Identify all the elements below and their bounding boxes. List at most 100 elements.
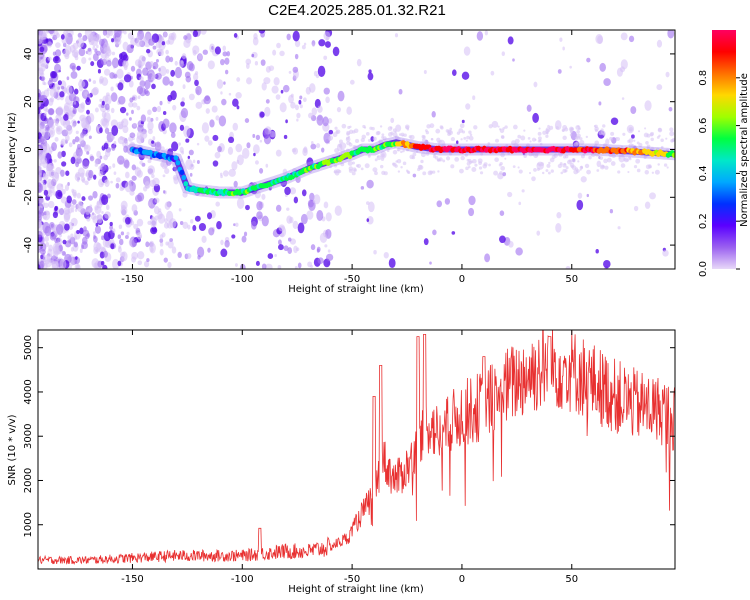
heatmap-noise-cell xyxy=(45,241,50,247)
heatmap-noise-cell xyxy=(183,35,188,40)
snr-y-axis-label: SNR (10 * v/v) xyxy=(7,414,18,485)
heatmap-noise-cell xyxy=(426,124,431,129)
heatmap-noise-cell xyxy=(406,128,410,131)
heatmap-noise-cell xyxy=(504,157,507,160)
heatmap-noise-cell xyxy=(468,130,472,134)
heatmap-noise-cell xyxy=(118,95,126,105)
heatmap-noise-cell xyxy=(421,134,425,139)
heatmap-noise-cell xyxy=(603,78,611,86)
heatmap-noise-cell xyxy=(431,110,436,118)
heatmap-ridge-layer xyxy=(126,136,675,199)
heatmap-noise-cell xyxy=(346,132,350,136)
heatmap-noise-cell xyxy=(94,107,99,113)
heatmap-noise-cell xyxy=(311,107,318,116)
figure-title: C2E4.2025.285.01.32.R21 xyxy=(268,2,446,19)
heatmap-noise-cell xyxy=(117,82,124,91)
heatmap-noise-cell xyxy=(610,131,615,136)
heatmap-noise-cell xyxy=(598,101,602,106)
heatmap-noise-cell xyxy=(106,60,112,67)
heatmap-noise-cell xyxy=(386,149,390,153)
heatmap-noise-cell xyxy=(282,168,288,176)
heatmap-noise-cell xyxy=(170,132,176,138)
heatmap-noise-cell xyxy=(81,130,87,136)
heatmap-noise-cell xyxy=(227,136,235,144)
heatmap-noise-cell xyxy=(636,168,641,173)
heatmap-noise-cell xyxy=(317,257,324,264)
heatmap-noise-cell xyxy=(115,177,121,183)
heatmap-noise-cell xyxy=(153,205,160,215)
heatmap-noise-cell xyxy=(154,215,159,221)
heatmap-noise-cell xyxy=(38,165,43,176)
heatmap-noise-cell xyxy=(303,97,307,103)
heatmap-noise-cell xyxy=(253,152,256,157)
heatmap-noise-cell xyxy=(474,163,478,167)
heatmap-noise-cell xyxy=(86,151,90,155)
heatmap-noise-cell xyxy=(316,209,324,221)
y-tick-label: 4000 xyxy=(23,379,34,404)
heatmap-noise-cell xyxy=(329,165,332,169)
heatmap-noise-cell xyxy=(499,235,506,244)
heatmap-noise-cell xyxy=(140,114,146,123)
heatmap-noise-cell xyxy=(61,250,66,256)
heatmap-noise-cell xyxy=(649,192,656,200)
heatmap-noise-cell xyxy=(586,57,591,63)
heatmap-noise-cell xyxy=(104,127,110,134)
heatmap-x-axis-label: Height of straight line (km) xyxy=(288,284,424,295)
heatmap-noise-cell xyxy=(42,173,47,178)
heatmap-noise-cell xyxy=(297,262,302,269)
heatmap-noise-cell xyxy=(328,135,334,141)
heatmap-noise-cell xyxy=(160,161,165,168)
heatmap-noise-cell xyxy=(146,258,150,263)
heatmap-noise-cell xyxy=(217,145,222,153)
heatmap-noise-cell xyxy=(49,97,55,103)
heatmap-noise-cell xyxy=(171,141,179,152)
heatmap-noise-cell xyxy=(38,68,41,72)
heatmap-noise-cell xyxy=(495,138,500,143)
heatmap-noise-cell xyxy=(394,164,398,168)
heatmap-noise-cell xyxy=(39,135,45,143)
heatmap-noise-cell xyxy=(85,209,91,215)
heatmap-noise-cell xyxy=(596,160,602,168)
heatmap-noise-cell xyxy=(192,30,199,38)
heatmap-noise-cell xyxy=(507,36,514,45)
heatmap-noise-cell xyxy=(187,155,191,160)
heatmap-noise-cell xyxy=(325,96,330,104)
heatmap-noise-cell xyxy=(299,95,303,100)
heatmap-noise-cell xyxy=(444,198,451,205)
heatmap-noise-cell xyxy=(599,156,604,160)
heatmap-noise-cell xyxy=(43,112,47,117)
heatmap-noise-cell xyxy=(388,132,393,137)
heatmap-noise-cell xyxy=(108,165,112,170)
heatmap-noise-cell xyxy=(531,176,536,182)
heatmap-noise-cell xyxy=(73,88,79,95)
heatmap-noise-cell xyxy=(599,164,605,170)
heatmap-noise-cell xyxy=(650,131,655,136)
heatmap-noise-cell xyxy=(197,246,205,258)
heatmap-noise-cell xyxy=(644,100,652,111)
heatmap-noise-cell xyxy=(372,167,378,173)
heatmap-noise-cell xyxy=(350,79,355,85)
heatmap-noise-cell xyxy=(656,84,663,91)
heatmap-noise-cell xyxy=(102,30,108,36)
heatmap-noise-cell xyxy=(360,186,365,190)
heatmap-noise-cell xyxy=(450,136,455,142)
heatmap-noise-cell xyxy=(69,44,76,53)
heatmap-noise-cell xyxy=(207,60,215,70)
heatmap-noise-cell xyxy=(110,92,118,102)
heatmap-noise-cell xyxy=(78,47,86,57)
heatmap-noise-cell xyxy=(66,76,70,81)
heatmap-noise-cell xyxy=(99,57,103,61)
heatmap-noise-cell xyxy=(351,171,356,176)
heatmap-noise-cell xyxy=(396,147,401,152)
heatmap-noise-cell xyxy=(504,125,508,129)
heatmap-noise-cell xyxy=(71,199,77,205)
heatmap-noise-cell xyxy=(660,138,664,142)
heatmap-noise-cell xyxy=(628,35,635,43)
heatmap-noise-cell xyxy=(40,94,48,102)
heatmap-noise-cell xyxy=(136,105,141,111)
heatmap-noise-cell xyxy=(536,167,540,171)
heatmap-noise-cell xyxy=(145,48,151,54)
heatmap-noise-cell xyxy=(222,51,228,57)
heatmap-noise-cell xyxy=(316,114,324,126)
heatmap-noise-cell xyxy=(203,96,211,105)
